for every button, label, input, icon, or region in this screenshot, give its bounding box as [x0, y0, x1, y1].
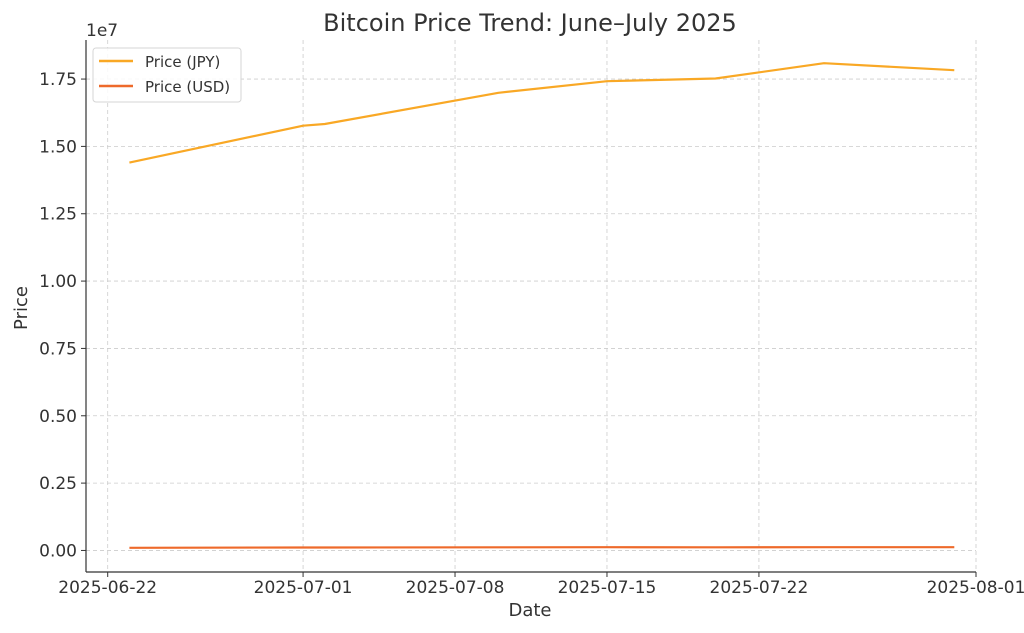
series-layer: [129, 62, 955, 549]
x-tick-label: 2025-07-22: [710, 578, 809, 598]
chart-title: Bitcoin Price Trend: June–July 2025: [323, 9, 737, 37]
y-tick-label: 1.25: [39, 205, 77, 225]
x-axis-label: Date: [508, 600, 551, 621]
y-axis-label: Price: [11, 286, 32, 330]
series-line-jpy: [129, 62, 955, 164]
axes: [81, 40, 977, 577]
grid: [86, 40, 977, 572]
y-tick-label: 1.75: [39, 70, 77, 90]
x-tick-label: 2025-07-01: [254, 578, 353, 598]
legend: Price (JPY) Price (USD): [92, 47, 242, 103]
y-offset-label: 1e7: [86, 21, 118, 41]
x-tick-label: 2025-07-08: [406, 578, 505, 598]
x-tick-label: 2025-07-15: [558, 578, 657, 598]
series-line-usd: [129, 546, 955, 549]
x-tick-label: 2025-08-01: [927, 578, 1024, 598]
legend-label-usd: Price (USD): [145, 78, 230, 96]
y-tick-label: 0.50: [39, 407, 77, 427]
y-tick-label: 0.25: [39, 474, 77, 494]
x-tick-label: 2025-06-22: [58, 578, 157, 598]
y-tick-label: 1.00: [39, 272, 77, 292]
y-tick-label: 0.00: [39, 541, 77, 561]
y-tick-label: 1.50: [39, 137, 77, 157]
legend-label-jpy: Price (JPY): [145, 53, 220, 71]
y-tick-label: 0.75: [39, 339, 77, 359]
tick-labels: 0.00 0.25 0.50 0.75 1.00 1.25 1.50 1.75 2025-06-…: [39, 70, 1024, 598]
